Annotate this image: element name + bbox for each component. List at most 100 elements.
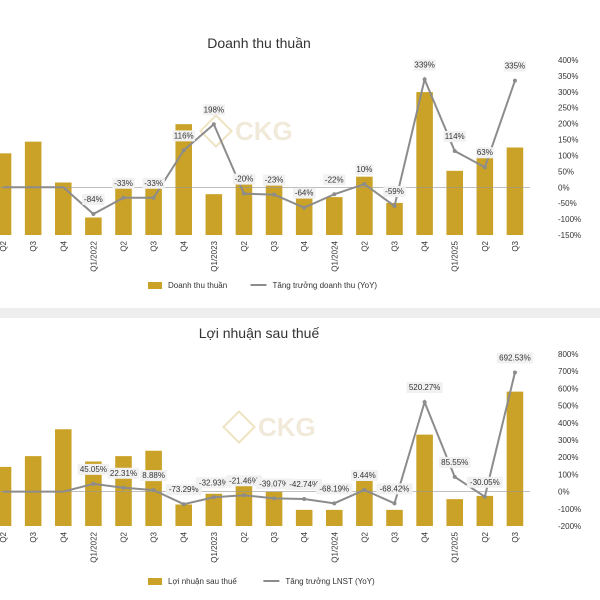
bar [115,456,132,526]
data-label-text: 45.05% [80,465,107,474]
x-axis-tick-label: Q3 [511,240,520,251]
bar [386,202,403,235]
data-label: 339% [413,59,436,71]
data-label-bg [323,174,346,186]
x-axis-tick-label: Q3 [29,531,38,542]
bar [295,194,313,235]
data-label-bg [232,173,256,185]
y-axis-tick-label: 600% [558,384,578,393]
growth-point [241,493,246,498]
y-axis-tick-label: 700% [558,367,578,376]
data-label-text: 22.31% [110,469,137,478]
y-axis-tick-label: 800% [558,350,578,359]
y-axis-tick-label: 400% [558,419,578,428]
x-axis-tick-label: Q1/2024 [330,531,339,562]
data-label-text: -22% [325,175,344,184]
x-axis-tick-label: Q1/2022 [89,240,98,271]
bar [325,197,343,235]
x-axis-tick-label: Q2 [481,531,490,542]
chart-title: Lợi nhuận sau thuế [199,325,320,341]
data-label: -22% [323,174,346,186]
data-label: -59% [383,186,406,198]
data-label: -39.07% [255,478,293,490]
data-label-bg [82,194,105,205]
x-axis-tick-label: Q1/2023 [210,240,219,271]
x-axis-tick-label: Q2 [360,531,369,542]
growth-point [392,501,397,506]
watermark-logo: CKG [199,114,293,148]
data-label-text: 9.44% [353,471,376,480]
data-label-bg [443,131,466,142]
growth-point [332,192,337,197]
x-axis-tick-label: Q4 [421,531,430,542]
x-axis-tick-label: Q4 [421,240,430,251]
data-label-bg [286,478,323,490]
data-label-text: -42.74% [289,480,319,489]
growth-point [211,495,216,500]
data-label-text: -32.93% [199,478,229,487]
x-axis-tick-label: Q4 [180,240,189,251]
data-label-bg [140,470,168,482]
bar [85,217,102,235]
x-axis-tick-label: Q1/2025 [451,240,460,271]
panel-separator [0,308,600,318]
data-label-text: 339% [414,60,434,69]
data-label-text: 63% [477,148,493,157]
y-axis-tick-label: 100% [558,151,578,160]
growth-point [181,148,186,153]
growth-point [302,496,307,501]
y-axis-tick-label: 300% [558,436,578,445]
x-axis-tick-label: Q2 [0,531,8,542]
bar [506,391,524,526]
bar [0,466,12,526]
data-label: 114% [443,131,466,142]
bar [205,493,223,526]
x-axis-tick-label: Q4 [59,240,68,251]
legend-bar-swatch [148,282,162,289]
data-label: 85.55% [438,456,471,468]
legend-bar-label: Lợi nhuận sau thuế [168,577,237,586]
data-label-bg [383,186,406,198]
x-axis-tick-label: Q2 [0,240,8,251]
y-axis-tick-label: 250% [558,104,578,113]
x-axis-tick-label: Q3 [270,531,279,542]
bar [115,182,132,235]
x-axis-tick-label: Q1/2024 [330,240,339,271]
growth-point [302,205,307,210]
y-axis-tick-label: -150% [558,231,581,240]
data-label-text: 692.53% [499,353,531,362]
data-label-text: -73.29% [169,485,199,494]
data-label-text: 8.88% [142,471,165,480]
growth-line [3,372,516,506]
data-label: -64% [292,187,316,199]
data-label: -33% [142,177,165,189]
x-axis-tick-label: Q2 [240,240,249,251]
growth-point [362,182,367,187]
x-axis-tick-label: Q3 [391,531,400,542]
legend-line-label: Tăng trưởng LNST (YoY) [285,577,375,586]
data-label: -20% [232,173,256,185]
y-axis-tick-label: 500% [558,402,578,411]
x-axis-tick-label: Q2 [360,240,369,251]
data-label-text: -39.07% [259,479,289,488]
bar [205,194,223,235]
data-label-text: 10% [356,165,372,174]
y-axis-tick-label: -100% [558,215,581,224]
profit-chart: Lợi nhuận sau thuế CKG 800% 700% 600% 500% 400… [0,325,581,586]
y-axis-tick-label: 200% [558,120,578,129]
bar [506,147,524,235]
bar [356,176,373,235]
growth-point [181,502,186,507]
growth-point [422,77,427,82]
y-axis-tick-label: 0% [558,183,570,192]
data-label-bg [475,147,494,159]
data-label: -84% [82,194,105,205]
data-label: 335% [503,60,527,72]
watermark-text: CKG [235,116,293,146]
bar [0,153,12,235]
data-label: -23% [262,174,286,186]
legend-line-label: Tăng trưởng doanh thu (YoY) [273,281,378,290]
x-axis-tick-label: Q2 [120,240,129,251]
growth-point [512,78,517,83]
revenue-chart-panel: Doanh thu thuần CKG 400% 350% 300% 250% 200% 15… [0,35,582,290]
